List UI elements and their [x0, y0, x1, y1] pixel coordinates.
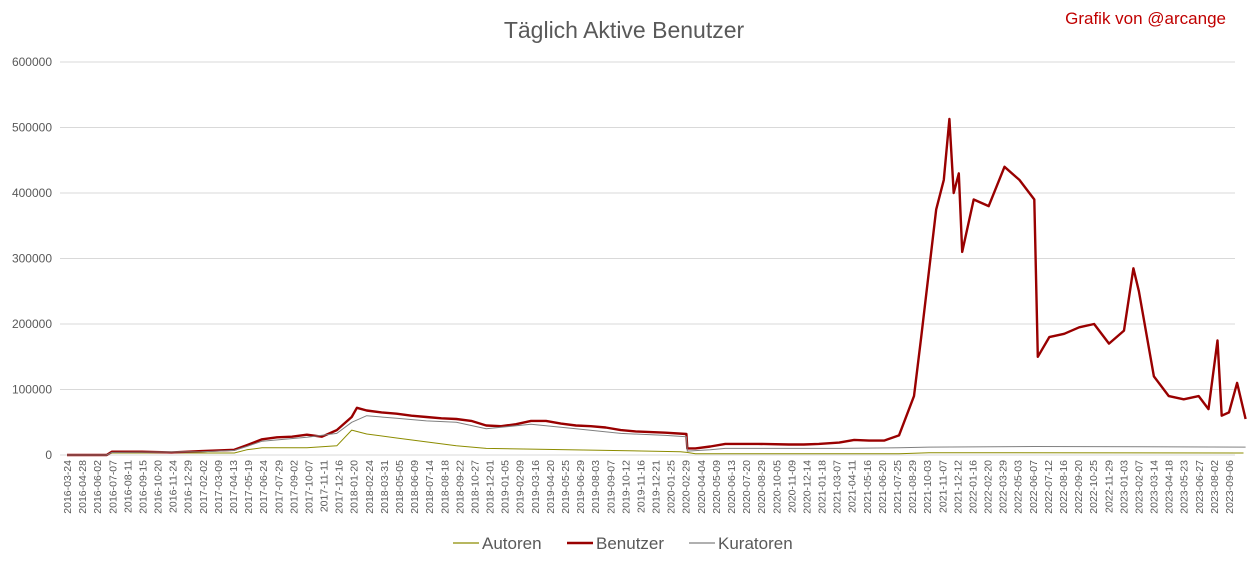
- x-tick-label: 2020-05-09: [711, 460, 723, 514]
- chart-credit: Grafik von @arcange: [1065, 9, 1226, 28]
- x-tick-label: 2018-03-31: [379, 460, 391, 514]
- x-tick-label: 2018-08-18: [439, 460, 451, 514]
- gridlines: [60, 61, 1235, 456]
- x-tick-label: 2023-08-02: [1209, 460, 1221, 514]
- x-tick-label: 2022-05-03: [1013, 460, 1025, 514]
- x-tick-label: 2018-12-01: [485, 460, 497, 514]
- x-tick-label: 2018-02-24: [364, 460, 376, 514]
- x-tick-label: 2020-06-13: [726, 460, 738, 514]
- x-tick-label: 2023-03-14: [1149, 460, 1161, 514]
- x-tick-label: 2016-09-15: [137, 460, 149, 514]
- x-tick-label: 2019-12-21: [651, 460, 663, 514]
- x-tick-label: 2022-10-25: [1088, 460, 1100, 514]
- x-tick-label: 2022-08-16: [1058, 460, 1070, 514]
- x-tick-label: 2018-07-14: [424, 460, 436, 514]
- x-tick-label: 2016-08-11: [122, 460, 134, 513]
- legend-entry: Kuratoren: [718, 534, 793, 553]
- x-tick-label: 2016-12-29: [183, 460, 195, 514]
- x-tick-label: 2022-01-16: [967, 460, 979, 514]
- x-tick-label: 2021-04-11: [847, 460, 859, 513]
- x-tick-label: 2020-04-04: [696, 460, 708, 514]
- y-tick-label: 100000: [12, 383, 52, 397]
- legend: Autoren Benutzer Kuratoren: [453, 534, 793, 553]
- x-tick-label: 2020-11-09: [786, 460, 798, 513]
- x-tick-label: 2019-08-03: [590, 460, 602, 514]
- y-tick-label: 200000: [12, 317, 52, 331]
- x-tick-label: 2018-01-20: [349, 460, 361, 514]
- x-tick-label: 2021-03-07: [832, 460, 844, 514]
- x-tick-label: 2019-01-05: [500, 460, 512, 514]
- x-tick-label: 2018-09-22: [454, 460, 466, 514]
- y-tick-label: 400000: [12, 186, 52, 200]
- x-tick-label: 2019-04-20: [545, 460, 557, 514]
- x-tick-label: 2016-10-20: [153, 460, 165, 514]
- chart-title: Täglich Aktive Benutzer: [504, 17, 745, 43]
- x-tick-label: 2019-06-29: [575, 460, 587, 514]
- x-tick-label: 2023-01-03: [1118, 460, 1130, 514]
- x-tick-label: 2017-06-24: [258, 460, 270, 514]
- x-tick-label: 2016-04-28: [77, 460, 89, 514]
- x-tick-label: 2020-01-25: [666, 460, 678, 514]
- legend-entry: Benutzer: [596, 534, 664, 553]
- x-tick-label: 2020-08-29: [756, 460, 768, 514]
- x-tick-label: 2016-11-24: [168, 460, 180, 513]
- x-tick-label: 2021-12-12: [952, 460, 964, 514]
- y-tick-label: 500000: [12, 121, 52, 135]
- y-tick-label: 300000: [12, 252, 52, 266]
- x-tick-label: 2017-04-13: [228, 460, 240, 514]
- x-tick-label: 2017-11-11: [319, 460, 331, 512]
- series-lines: [67, 117, 1247, 457]
- x-tick-label: 2016-03-24: [62, 460, 74, 514]
- x-tick-label: 2022-03-29: [998, 460, 1010, 514]
- y-axis: 0 100000 200000 300000 400000 500000 600000: [12, 55, 52, 462]
- x-tick-label: 2023-09-06: [1224, 460, 1236, 514]
- x-tick-label: 2019-05-25: [560, 460, 572, 514]
- x-tick-label: 2019-03-16: [530, 460, 542, 514]
- x-tick-label: 2016-06-02: [92, 460, 104, 514]
- x-tick-label: 2022-09-20: [1073, 460, 1085, 514]
- x-tick-label: 2021-07-25: [892, 460, 904, 514]
- x-tick-label: 2021-06-20: [877, 460, 889, 514]
- x-tick-label: 2022-06-07: [1028, 460, 1040, 514]
- x-tick-label: 2020-07-20: [741, 460, 753, 514]
- x-axis: 2016-03-24 2016-04-28 2016-06-02 2016-07-07…: [62, 460, 1236, 514]
- x-tick-label: 2017-02-02: [198, 460, 210, 514]
- series-line-kuratoren: [67, 415, 1246, 456]
- x-tick-label: 2019-10-12: [620, 460, 632, 514]
- y-tick-label: 600000: [12, 55, 52, 69]
- x-tick-label: 2023-06-27: [1194, 460, 1206, 514]
- legend-entry: Autoren: [482, 534, 542, 553]
- x-tick-label: 2018-05-05: [394, 460, 406, 514]
- series-line-autoren: [67, 429, 1244, 456]
- x-tick-label: 2022-07-12: [1043, 460, 1055, 514]
- x-tick-label: 2021-11-07: [937, 460, 949, 513]
- x-tick-label: 2023-04-18: [1164, 460, 1176, 514]
- x-tick-label: 2019-11-16: [635, 460, 647, 513]
- x-tick-label: 2017-03-09: [213, 460, 225, 514]
- x-tick-label: 2022-11-29: [1103, 460, 1115, 513]
- x-tick-label: 2021-05-16: [862, 460, 874, 514]
- series-line-benutzer: [67, 117, 1247, 457]
- x-tick-label: 2021-10-03: [922, 460, 934, 514]
- y-tick-label: 0: [45, 448, 52, 462]
- x-tick-label: 2023-05-23: [1179, 460, 1191, 514]
- x-tick-label: 2019-02-09: [515, 460, 527, 514]
- x-tick-label: 2022-02-20: [983, 460, 995, 514]
- x-tick-label: 2017-12-16: [334, 460, 346, 514]
- x-tick-label: 2020-12-14: [801, 460, 813, 514]
- x-tick-label: 2019-09-07: [605, 460, 617, 514]
- x-tick-label: 2017-05-19: [243, 460, 255, 514]
- x-tick-label: 2017-07-29: [273, 460, 285, 514]
- x-tick-label: 2020-10-05: [771, 460, 783, 514]
- x-tick-label: 2017-09-02: [288, 460, 300, 514]
- x-tick-label: 2016-07-07: [107, 460, 119, 514]
- x-tick-label: 2021-08-29: [907, 460, 919, 514]
- x-tick-label: 2018-06-09: [409, 460, 421, 514]
- x-tick-label: 2023-02-07: [1133, 460, 1145, 514]
- x-tick-label: 2021-01-18: [817, 460, 829, 514]
- x-tick-label: 2018-10-27: [469, 460, 481, 514]
- x-tick-label: 2017-10-07: [303, 460, 315, 514]
- x-tick-label: 2020-02-29: [681, 460, 693, 514]
